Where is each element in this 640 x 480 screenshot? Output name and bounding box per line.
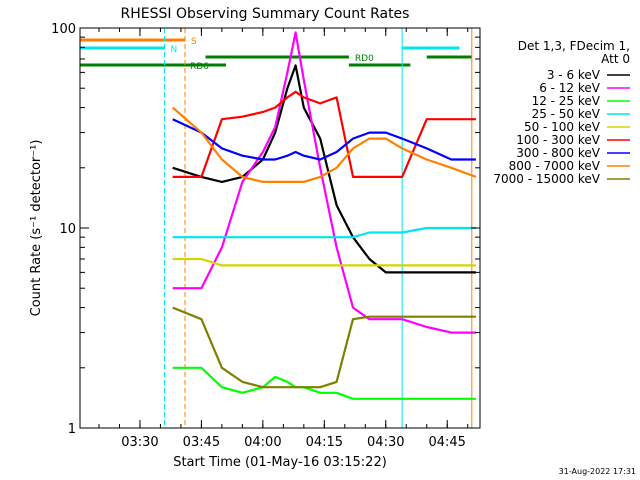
flag-n-label: N [171, 45, 178, 55]
flag-rd0-label: RD0 [355, 54, 374, 64]
legend-label-8: 7000 - 15000 keV [493, 172, 600, 186]
x-tick-label: 04:30 [367, 435, 404, 450]
flag-s-label: S [191, 37, 197, 47]
y-tick-label: 10 [59, 222, 76, 237]
series-line-4 [172, 257, 476, 267]
series-line-8 [172, 306, 476, 389]
series-line-6 [172, 118, 476, 161]
legend-label-3: 25 - 50 keV [532, 107, 601, 121]
series-line-7 [171, 106, 477, 183]
series-line-5 [172, 90, 476, 178]
legend-label-2: 12 - 25 keV [532, 94, 601, 108]
x-tick-label: 04:45 [428, 435, 465, 450]
chart-title: RHESSI Observing Summary Count Rates [121, 6, 410, 22]
legend-header-line-2: Att 0 [601, 52, 630, 66]
y-tick-label: 1 [68, 422, 76, 437]
x-tick-label: 04:15 [306, 435, 343, 450]
x-tick-label: 04:00 [244, 435, 281, 450]
series-line-2 [172, 366, 476, 400]
series-lines [171, 31, 477, 400]
series-line-1 [172, 31, 476, 334]
y-axis-label: Count Rate (s⁻¹ detector⁻¹) [29, 140, 44, 317]
legend-label-5: 100 - 300 keV [516, 133, 600, 147]
legend-label-4: 50 - 100 keV [524, 120, 601, 134]
y-axis-ticks: 1 10 100 [51, 22, 480, 437]
x-tick-label: 03:45 [183, 435, 220, 450]
legend-label-6: 300 - 800 keV [516, 146, 600, 160]
x-axis-label: Start Time (01-May-16 03:15:22) [173, 455, 387, 470]
x-tick-label: 03:30 [121, 435, 158, 450]
legend-label-7: 800 - 7000 keV [509, 159, 601, 173]
x-axis-ticks: 03:30 03:45 04:00 04:15 04:30 04:45 [98, 28, 469, 450]
series-line-3 [172, 226, 476, 239]
y-tick-label: 100 [51, 22, 76, 37]
flag-rd6-label: RD6 [190, 62, 209, 72]
legend-label-1: 6 - 12 keV [539, 81, 601, 95]
legend-header-line-1: Det 1,3, FDecim 1, [518, 39, 630, 53]
legend-label-0: 3 - 6 keV [547, 68, 601, 82]
generation-timestamp: 31-Aug-2022 17:31 [559, 467, 636, 476]
